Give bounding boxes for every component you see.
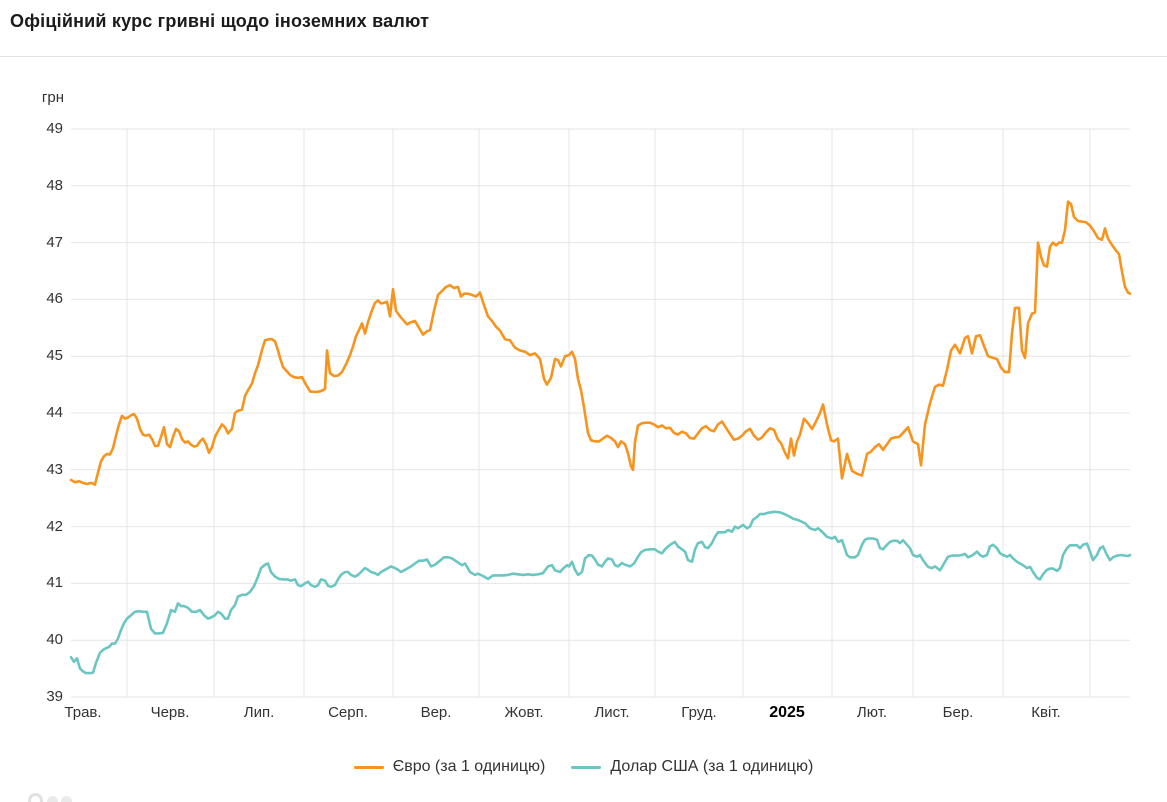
x-tick-label: Жовт. xyxy=(504,704,544,721)
y-tick-label: 47 xyxy=(46,233,63,251)
x-tick-label: Лип. xyxy=(243,704,275,721)
legend-label-usd: Долар США (за 1 одиницю) xyxy=(610,758,814,775)
chart-legend: Євро (за 1 одиницю) Долар США (за 1 один… xyxy=(0,751,1167,783)
x-tick-label: Серп. xyxy=(328,704,368,721)
legend-item-eur[interactable]: Євро (за 1 одиницю) xyxy=(353,758,546,776)
y-tick-label: 45 xyxy=(46,347,63,365)
x-tick-label: Груд. xyxy=(681,704,717,721)
eur-line-swatch xyxy=(353,765,384,769)
x-tick-label: Бер. xyxy=(942,704,974,721)
y-tick-label: 41 xyxy=(46,574,63,592)
watermark-dot-icon xyxy=(47,796,58,802)
y-tick-label: 42 xyxy=(46,517,63,535)
y-tick-label: 39 xyxy=(46,688,63,705)
x-tick-label: 2025 xyxy=(769,704,805,721)
y-tick-label: 49 xyxy=(46,120,63,137)
y-axis-unit-label: грн xyxy=(41,89,64,106)
usd-line-swatch xyxy=(571,765,602,769)
y-tick-label: 48 xyxy=(46,176,63,194)
x-tick-label: Лют. xyxy=(856,704,888,721)
x-tick-label: Трав. xyxy=(64,704,102,721)
partial-watermark xyxy=(28,793,92,802)
title-divider xyxy=(0,56,1167,57)
watermark-ring-icon xyxy=(28,793,43,802)
x-tick-label: Вер. xyxy=(420,704,452,721)
y-tick-label: 46 xyxy=(46,290,63,308)
legend-label-eur: Євро (за 1 одиницю) xyxy=(392,758,546,775)
watermark-dot-icon xyxy=(61,796,72,802)
y-tick-label: 44 xyxy=(46,404,63,421)
x-tick-label: Квіт. xyxy=(1031,704,1061,721)
x-tick-label: Лист. xyxy=(594,704,630,721)
x-tick-label: Черв. xyxy=(150,704,190,721)
y-tick-label: 43 xyxy=(46,460,63,478)
eur-series-line[interactable] xyxy=(69,200,1132,486)
page-title: Офіційний курс гривні щодо іноземних вал… xyxy=(10,11,430,31)
y-tick-label: 40 xyxy=(46,631,63,649)
legend-item-usd[interactable]: Долар США (за 1 одиницю) xyxy=(571,758,813,776)
usd-series-line[interactable] xyxy=(69,510,1132,675)
